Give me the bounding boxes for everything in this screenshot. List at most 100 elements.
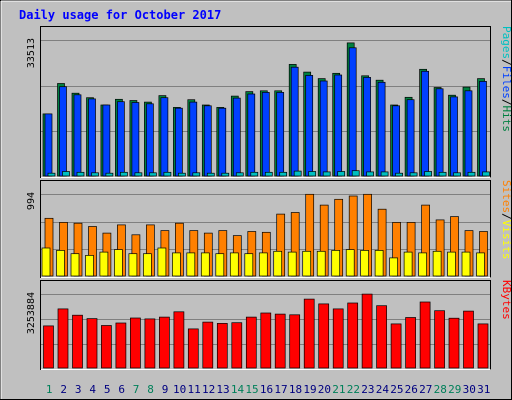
bar-files-day-10 — [175, 107, 183, 177]
bar-kbytes-day-23 — [361, 293, 373, 369]
bar-files-day-3 — [73, 94, 82, 177]
bar-sites-day-19 — [302, 250, 312, 277]
x-tick-label-day-29: 29 — [448, 383, 461, 396]
bar-sites-day-14 — [229, 252, 239, 277]
bar-files-day-8 — [146, 103, 154, 177]
bar-pages-day-8 — [149, 172, 157, 177]
bar-files-day-4 — [88, 98, 96, 177]
bar-kbytes-day-20 — [318, 303, 330, 369]
bar-kbytes-day-7 — [130, 317, 141, 369]
bar-files-day-31 — [479, 81, 487, 177]
bar-kbytes-day-6 — [115, 322, 127, 369]
bar-pages-day-16 — [264, 171, 273, 177]
bar-files-day-15 — [247, 93, 256, 177]
bar-sites-day-12 — [200, 252, 210, 277]
bar-sites-day-23 — [360, 250, 369, 277]
bar-files-day-29 — [450, 96, 458, 177]
bar-pages-day-17 — [279, 171, 288, 177]
bar-kbytes-day-30 — [463, 310, 474, 369]
x-tick-label-day-6: 6 — [118, 383, 125, 396]
bar-sites-day-2 — [56, 250, 65, 277]
bar-sites-day-30 — [461, 251, 471, 277]
x-tick-label-day-4: 4 — [89, 383, 96, 396]
bar-sites-day-10 — [172, 252, 181, 277]
bar-kbytes-day-2 — [57, 308, 69, 369]
bar-kbytes-day-25 — [390, 323, 402, 369]
panel-3: 3253884 KBytes — [26, 280, 512, 370]
bar-kbytes-day-22 — [347, 302, 359, 369]
bar-sites-day-4 — [85, 255, 94, 277]
bar-pages-day-4 — [91, 172, 99, 177]
bar-files-day-28 — [435, 88, 444, 177]
bar-sites-day-21 — [331, 250, 341, 277]
axis-label-sites: Sites — [500, 180, 512, 213]
y-tick-label: 33513 — [26, 38, 37, 68]
bar-sites-day-27 — [418, 252, 427, 277]
x-tick-label-day-8: 8 — [147, 383, 154, 396]
bar-sites-day-6 — [114, 249, 123, 277]
bar-files-day-1 — [44, 113, 53, 177]
bar-sites-day-20 — [316, 250, 326, 277]
bar-pages-day-26 — [409, 172, 418, 177]
axis-label-pages: Pages — [500, 26, 512, 59]
x-tick-label-day-2: 2 — [60, 383, 67, 396]
bar-sites-day-22 — [345, 249, 355, 277]
axis-label-visits: Visits — [500, 220, 512, 260]
x-axis-labels: 1 2 3 4 5 6 7 8 9 10 11 12 13 14 15 16 17 18 19 20 21 22 23 24 2… — [46, 383, 491, 396]
x-tick-label-day-10: 10 — [173, 383, 186, 396]
bar-pages-day-18 — [293, 170, 302, 177]
bar-sites-day-24 — [374, 250, 384, 277]
bar-sites-day-16 — [258, 252, 268, 277]
bar-kbytes-day-11 — [187, 328, 199, 369]
axis-label-hits: Hits — [500, 106, 512, 133]
axis-label: KBytes — [500, 280, 512, 320]
bar-pages-day-14 — [235, 172, 244, 177]
bar-files-day-9 — [160, 97, 169, 177]
y-tick-label: 994 — [26, 192, 37, 210]
bar-files-day-27 — [421, 70, 429, 177]
bar-kbytes-day-31 — [477, 323, 489, 369]
bar-kbytes-day-15 — [245, 316, 257, 369]
bar-pages-day-11 — [192, 172, 201, 177]
x-tick-label-day-21: 21 — [332, 383, 345, 396]
axis-label-kbytes: KBytes — [500, 280, 512, 320]
bar-files-day-24 — [377, 81, 386, 177]
bar-sites-day-1 — [41, 247, 51, 277]
bar-kbytes-day-24 — [376, 305, 387, 369]
axis-label-separator: / — [500, 213, 512, 220]
y-tick-label: 3253884 — [26, 292, 37, 334]
bar-kbytes-day-5 — [101, 325, 112, 369]
bar-pages-day-13 — [221, 172, 230, 177]
bar-pages-day-24 — [380, 171, 389, 177]
bar-pages-day-5 — [105, 172, 114, 177]
bar-pages-day-25 — [395, 172, 403, 177]
bar-sites-day-18 — [287, 251, 297, 277]
bar-sites-day-26 — [403, 251, 413, 277]
x-tick-label-day-1: 1 — [46, 383, 53, 396]
bar-files-day-18 — [290, 66, 299, 177]
x-tick-label-day-30: 30 — [463, 383, 476, 396]
bar-files-day-19 — [305, 75, 314, 177]
x-tick-label-day-31: 31 — [477, 383, 490, 396]
bar-pages-day-22 — [351, 170, 360, 177]
bar-kbytes-day-4 — [86, 318, 98, 369]
bar-sites-day-25 — [389, 257, 398, 277]
axis-label-separator: / — [500, 59, 512, 66]
bar-sites-day-9 — [157, 247, 167, 277]
bar-files-day-20 — [319, 80, 328, 177]
bar-kbytes-day-28 — [434, 310, 445, 369]
x-tick-label-day-3: 3 — [75, 383, 82, 396]
x-tick-label-day-9: 9 — [162, 383, 169, 396]
bar-pages-day-2 — [62, 171, 70, 177]
bar-pages-day-28 — [438, 171, 447, 177]
bar-kbytes-day-3 — [72, 314, 83, 369]
bar-kbytes-day-16 — [260, 312, 272, 369]
bar-pages-day-31 — [482, 171, 490, 177]
panel-1: 33513 Pages/Files/Hits — [26, 26, 512, 178]
bar-files-day-25 — [392, 105, 400, 177]
bar-pages-day-30 — [467, 171, 476, 177]
bar-sites-day-7 — [128, 253, 138, 277]
bar-kbytes-day-17 — [274, 313, 286, 369]
bar-files-day-6 — [117, 101, 125, 177]
